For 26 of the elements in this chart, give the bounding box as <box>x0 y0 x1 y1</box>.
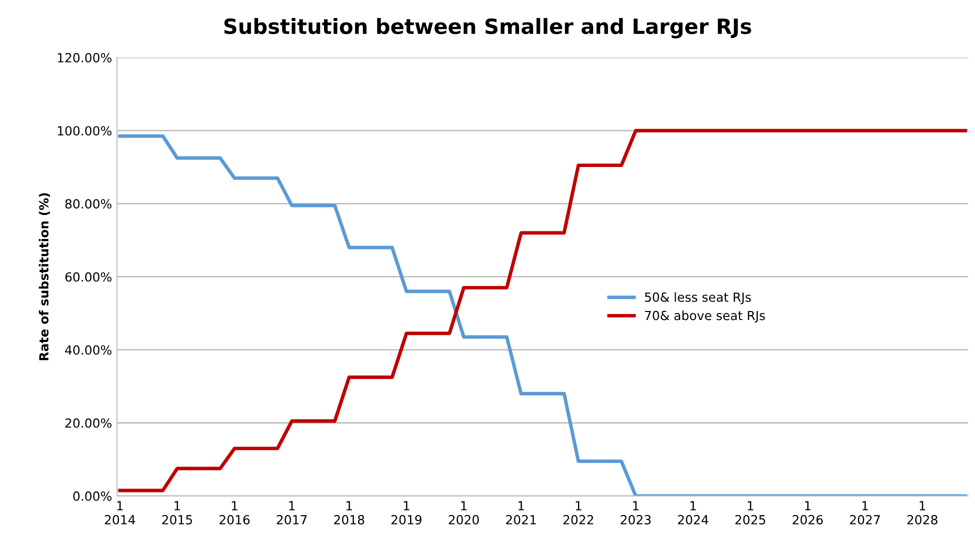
x-tick-label: 1 2017 <box>276 501 307 524</box>
y-tick-label: 100.00% <box>58 126 112 136</box>
x-tick-label: 1 2014 <box>104 501 136 524</box>
x-tick-label: 1 2020 <box>448 501 479 524</box>
x-tick-label: 1 2016 <box>220 501 250 524</box>
chart-title: Substitution between Smaller and Larger RJs <box>224 18 752 38</box>
y-tick-label: 120.00% <box>58 53 112 62</box>
legend-label: 50& less seat RJs <box>644 292 751 304</box>
x-tick-label: 1 2025 <box>735 501 766 524</box>
legend-label: 70& above seat RJs <box>645 310 765 323</box>
x-tick-label: 1 2022 <box>563 501 594 524</box>
x-tick-label: 1 2015 <box>162 501 192 524</box>
y-tick-label: 40.00% <box>65 345 112 355</box>
y-tick-label: 20.00% <box>65 418 112 428</box>
x-tick-label: 1 2028 <box>907 501 938 524</box>
x-tick-label: 1 2019 <box>391 501 422 524</box>
x-tick-label: 1 2021 <box>506 501 536 524</box>
x-tick-label: 1 2027 <box>850 501 880 524</box>
y-tick-label: 60.00% <box>65 272 112 282</box>
y-axis-title: Rate of substitution (%) <box>38 193 50 360</box>
x-tick-label: 1 2026 <box>792 501 823 524</box>
y-tick-label: 0.00% <box>73 491 112 501</box>
x-tick-label: 1 2018 <box>334 501 364 524</box>
x-tick-label: 1 2023 <box>620 501 651 524</box>
y-tick-label: 80.00% <box>65 199 112 209</box>
x-tick-label: 1 2024 <box>678 501 708 524</box>
